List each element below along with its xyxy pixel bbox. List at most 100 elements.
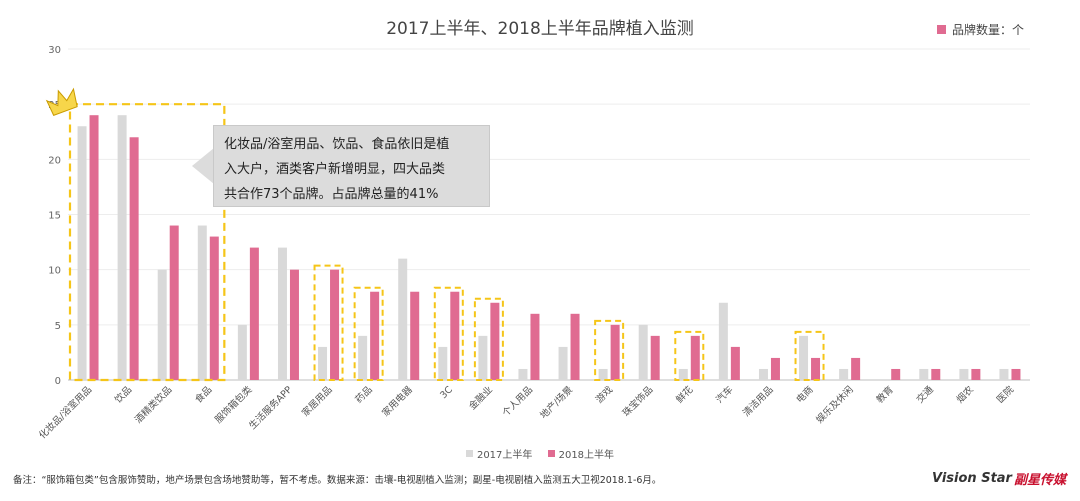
bar-2018-3 — [209, 236, 219, 380]
bar-2017-21 — [919, 368, 929, 380]
highlight-box-top4 — [68, 103, 226, 382]
highlight-box-10 — [473, 297, 504, 381]
bar-2018-9 — [450, 291, 460, 380]
y-tick-label-20: 20 — [48, 155, 61, 166]
legend-item-2017: 2017上半年 — [465, 446, 533, 461]
legend-label-2017: 2017上半年 — [476, 450, 533, 461]
bar-2018-1 — [129, 137, 139, 380]
chart-title: 2017上半年、2018上半年品牌植入监测 — [386, 19, 694, 39]
bar-2018-18 — [811, 357, 821, 380]
x-tick-label-1: 饮品 — [112, 384, 134, 406]
y-tick-label-0: 0 — [55, 376, 61, 387]
x-tick-label-3: 食品 — [192, 384, 214, 406]
bar-2018-5 — [289, 269, 299, 380]
x-tick-label-8: 家用电器 — [379, 383, 415, 419]
highlight-box-9 — [433, 286, 464, 382]
x-tick-label-22: 烟农 — [954, 383, 976, 405]
crown-icon — [45, 87, 78, 117]
highlight-box-7 — [353, 286, 384, 382]
bar-2017-2 — [157, 269, 167, 380]
annotation-line-2: 入大户，酒类客户新增明显，四大品类 — [224, 162, 446, 177]
x-tick-label-11: 个人用品 — [500, 384, 535, 419]
bar-2018-17 — [770, 357, 780, 380]
x-tick-label-20: 教育 — [874, 384, 896, 406]
annotation-line-3: 共合作73个品牌。占品牌总量的41% — [224, 187, 439, 202]
bar-2018-12 — [570, 313, 580, 380]
y-tick-label-10: 10 — [48, 266, 61, 277]
x-tick-label-23: 医院 — [994, 383, 1016, 405]
bar-2017-3 — [197, 225, 207, 380]
bar-2017-0 — [77, 126, 87, 380]
series-legend: 2017上半年 2018上半年 — [0, 446, 1080, 461]
bar-2017-15 — [678, 368, 688, 380]
bar-2018-19 — [851, 357, 861, 380]
x-tick-label-0: 化妆品/浴室用品 — [36, 384, 94, 442]
highlight-box-18 — [794, 330, 825, 382]
x-tick-label-18: 电商 — [794, 384, 816, 406]
bar-2018-14 — [650, 335, 660, 380]
y-tick-label-30: 30 — [48, 45, 61, 56]
bar-2018-21 — [931, 368, 941, 380]
brand-name-cn: 副星传媒 — [1013, 473, 1066, 488]
bar-2017-6 — [318, 346, 328, 380]
bar-2018-22 — [971, 368, 981, 380]
bar-2018-6 — [330, 269, 340, 380]
annotation-callout: 化妆品/浴室用品、饮品、食品依旧是植 入大户，酒类客户新增明显，四大品类 共合作… — [213, 125, 490, 207]
x-tick-label-16: 汽车 — [714, 384, 736, 406]
callout-arrow — [192, 148, 214, 184]
x-tick-label-15: 鲜花 — [673, 383, 695, 405]
highlight-box-15 — [674, 330, 705, 382]
bar-2017-13 — [598, 368, 608, 380]
x-tick-label-21: 交通 — [914, 383, 936, 405]
y-tick-label-15: 15 — [48, 211, 61, 222]
bar-2018-23 — [1011, 368, 1021, 380]
unit-legend-swatch — [936, 25, 946, 34]
x-tick-label-6: 家居用品 — [299, 384, 334, 419]
bar-2017-16 — [718, 302, 728, 380]
bar-2017-14 — [638, 324, 648, 380]
bar-2018-11 — [530, 313, 540, 380]
y-tick-label-5: 5 — [55, 321, 61, 332]
legend-swatch-2018 — [547, 450, 555, 457]
x-tick-label-2: 酒精类饮品 — [132, 384, 174, 426]
annotation-line-1: 化妆品/浴室用品、饮品、食品依旧是植 — [224, 137, 450, 152]
x-tick-label-17: 清洁用品 — [740, 384, 775, 419]
x-tick-label-7: 药品 — [354, 384, 375, 405]
legend-label-2018: 2018上半年 — [558, 450, 615, 461]
brand-logo: Vision Star 副星传媒 — [932, 469, 1066, 488]
bar-2018-10 — [490, 302, 500, 380]
bar-2018-4 — [249, 247, 259, 380]
bar-2017-7 — [358, 335, 368, 380]
x-tick-label-10: 金融业 — [466, 384, 495, 413]
bar-2017-18 — [799, 335, 809, 380]
bar-2018-15 — [690, 335, 700, 380]
x-tick-label-4: 服饰箱包类 — [212, 383, 254, 425]
bar-2018-20 — [891, 368, 901, 380]
bar-2017-23 — [999, 368, 1009, 380]
bar-2017-8 — [398, 258, 408, 380]
legend-item-2018: 2018上半年 — [547, 446, 615, 461]
bar-2018-13 — [610, 324, 620, 380]
unit-legend-label: 品牌数量：个 — [951, 23, 1024, 37]
bar-2018-8 — [410, 291, 420, 380]
bar-2018-7 — [370, 291, 380, 380]
bar-2018-16 — [730, 346, 740, 380]
bar-2017-19 — [839, 368, 849, 380]
x-tick-label-13: 游戏 — [593, 383, 615, 405]
bar-2017-1 — [117, 115, 127, 380]
bar-2017-17 — [758, 368, 768, 380]
bar-2017-11 — [518, 368, 528, 380]
bar-2018-0 — [89, 115, 99, 380]
x-tick-label-12: 地产/场景 — [538, 384, 576, 422]
x-tick-label-19: 娱乐及休闲 — [814, 384, 856, 426]
legend-swatch-2017 — [465, 450, 473, 457]
bar-2018-2 — [169, 225, 179, 380]
bar-2017-5 — [277, 247, 287, 380]
unit-legend: 品牌数量：个 — [936, 21, 1024, 38]
bar-2017-12 — [558, 346, 568, 380]
bar-2017-9 — [438, 346, 448, 380]
bar-2017-4 — [237, 324, 247, 380]
x-tick-label-9: 3C — [438, 384, 455, 401]
bar-2017-22 — [959, 368, 969, 380]
